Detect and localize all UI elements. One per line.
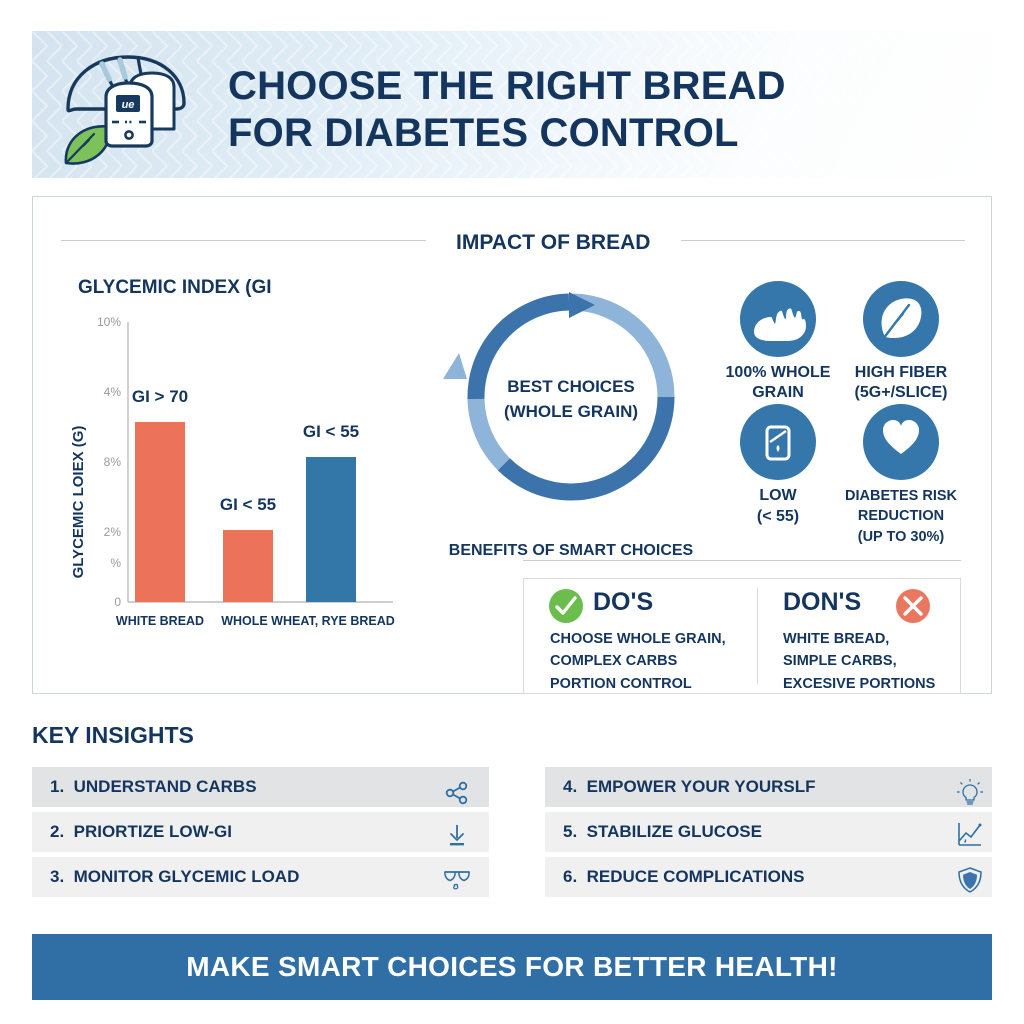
svg-text:2%: 2%	[104, 525, 122, 539]
svg-text:0: 0	[114, 595, 121, 609]
svg-text:(WHOLE GRAIN): (WHOLE GRAIN)	[504, 402, 638, 421]
svg-text:4%: 4%	[104, 385, 122, 399]
svg-text:BEST CHOICES: BEST CHOICES	[507, 377, 635, 396]
svg-text:GI > 70: GI > 70	[132, 387, 188, 406]
svg-text:GLYCEMIC LOIEX (G): GLYCEMIC LOIEX (G)	[70, 426, 87, 579]
svg-text:WHITE BREAD: WHITE BREAD	[116, 614, 204, 628]
svg-text:8%: 8%	[104, 455, 122, 469]
svg-text:GI < 55: GI < 55	[303, 422, 359, 441]
svg-text:WHOLE WHEAT, RYE BREAD: WHOLE WHEAT, RYE BREAD	[221, 614, 395, 628]
svg-text:ue: ue	[122, 99, 135, 111]
svg-text:GI < 55: GI < 55	[220, 495, 276, 514]
svg-text:10%: 10%	[97, 315, 121, 329]
svg-text:%: %	[110, 556, 121, 570]
